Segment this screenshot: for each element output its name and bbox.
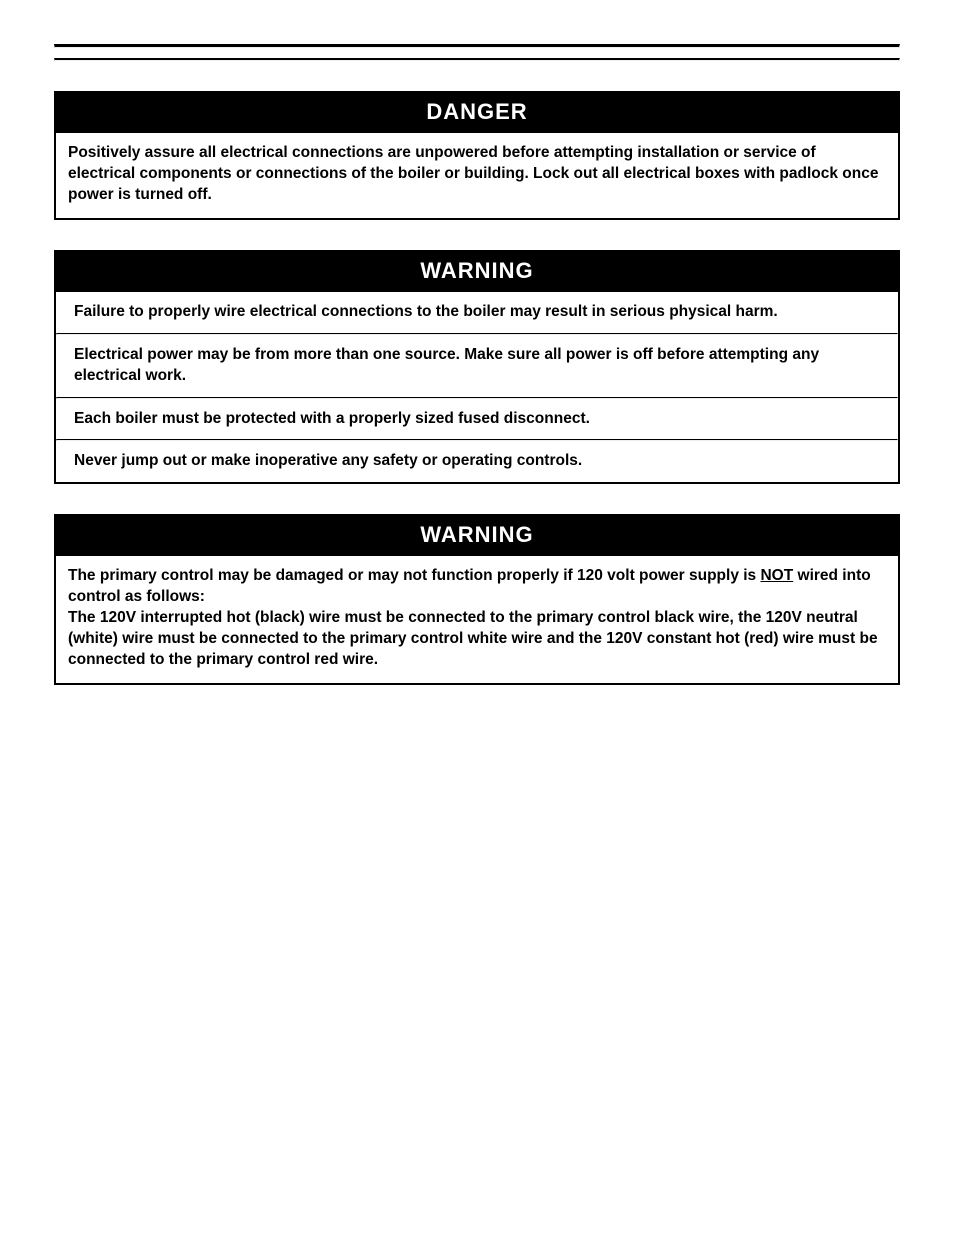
warning1-item: Never jump out or make inoperative any s… bbox=[56, 441, 898, 482]
danger-body: Positively assure all electrical connect… bbox=[56, 133, 898, 218]
warning1-item: Failure to properly wire electrical conn… bbox=[56, 292, 898, 333]
warning1-title: WARNING bbox=[56, 252, 898, 292]
warning2-box: WARNING The primary control may be damag… bbox=[54, 514, 900, 685]
warning2-lead: The primary control may be damaged or ma… bbox=[68, 567, 760, 584]
warning1-item: Electrical power may be from more than o… bbox=[56, 335, 898, 397]
warning2-body: The primary control may be damaged or ma… bbox=[56, 556, 898, 683]
warning1-item: Each boiler must be protected with a pro… bbox=[56, 399, 898, 440]
warning2-not: NOT bbox=[760, 567, 793, 584]
warning1-body: Failure to properly wire electrical conn… bbox=[56, 292, 898, 483]
warning1-box: WARNING Failure to properly wire electri… bbox=[54, 250, 900, 485]
danger-title: DANGER bbox=[56, 93, 898, 133]
danger-box: DANGER Positively assure all electrical … bbox=[54, 91, 900, 220]
warning2-detail: The 120V interrupted hot (black) wire mu… bbox=[68, 609, 878, 668]
page: DANGER Positively assure all electrical … bbox=[0, 0, 954, 1235]
warning2-title: WARNING bbox=[56, 516, 898, 556]
